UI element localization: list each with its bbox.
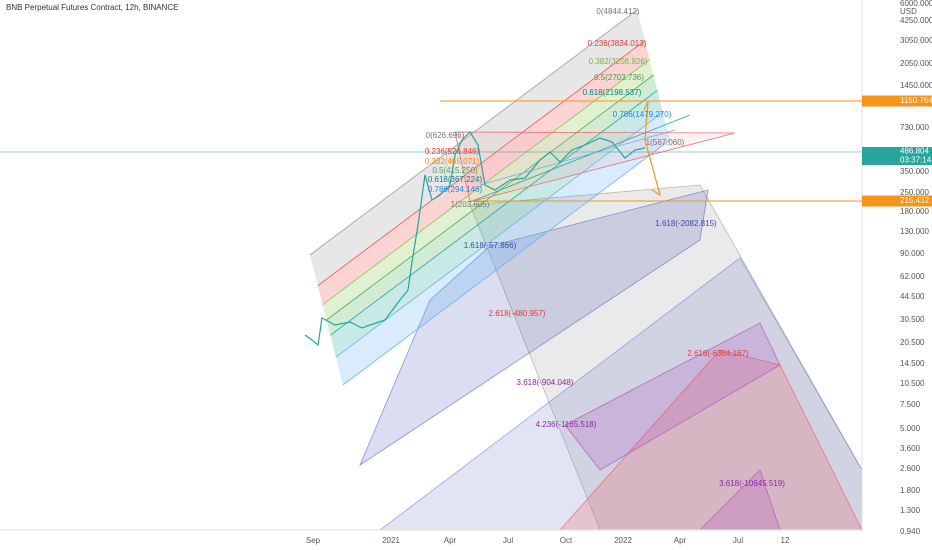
price-tag-text: 486.804 <box>900 147 929 156</box>
fib-label: 1(567.060) <box>646 138 685 147</box>
time-label: Sep <box>306 536 321 545</box>
price-tag-text: 03:37:14 <box>900 156 932 165</box>
fib-label: 0(4844.412) <box>596 7 639 16</box>
price-tag <box>862 147 932 165</box>
fib-level <box>322 59 650 305</box>
fib-label: 3.618(-904.048) <box>517 378 574 387</box>
fib-level <box>469 114 691 203</box>
fib-label: 0.5(2703.736) <box>594 73 644 82</box>
fib-label: 2.618(-480.957) <box>489 309 546 318</box>
fib-level <box>330 90 658 336</box>
price-label: 6000.000 <box>900 0 932 8</box>
price-label: 44.500 <box>900 292 925 301</box>
price-label: 3050.000 <box>900 36 932 45</box>
fib-label: 0(626.696) <box>426 131 465 140</box>
price-label: 14.500 <box>900 359 925 368</box>
price-label: 1.800 <box>900 486 921 495</box>
price-label: 250.000 <box>900 188 929 197</box>
time-label: Apr <box>444 536 457 545</box>
fib-level <box>326 74 654 321</box>
fib-band <box>310 10 645 286</box>
time-label: 2022 <box>614 536 632 545</box>
fib-band <box>326 75 658 336</box>
price-label: 350.000 <box>900 167 929 176</box>
price-label: 1450.000 <box>900 81 932 90</box>
price-label: 5.000 <box>900 424 921 433</box>
arrow <box>643 101 649 141</box>
time-label: 2021 <box>382 536 400 545</box>
price-label: 62.000 <box>900 272 925 281</box>
fib-band <box>317 40 650 305</box>
arrow <box>644 139 661 197</box>
price-label: 4250.000 <box>900 16 932 25</box>
time-label: Apr <box>674 536 687 545</box>
fib-label: 3.618(-10645.519) <box>719 479 785 488</box>
fib-band <box>322 59 654 320</box>
fib-label: 0.382(465.071) <box>425 157 480 166</box>
price-label: 3.600 <box>900 444 921 453</box>
chart-title: BNB Perpetual Futures Contract, 12h, BIN… <box>6 3 179 12</box>
fib-band <box>335 112 670 386</box>
fib-label: 0.236(526.846) <box>425 147 480 156</box>
price-tag-text: 1150.764 <box>900 96 932 105</box>
drawings <box>309 9 863 531</box>
currency: USD <box>900 7 917 16</box>
fib-label: 0.618(367.224) <box>428 175 483 184</box>
time-label: 12 <box>781 536 790 545</box>
fib-region <box>359 189 709 467</box>
price-label: 2050.000 <box>900 59 932 68</box>
price-label: 20.500 <box>900 338 925 347</box>
fib-region <box>564 322 781 471</box>
price-label: 1.300 <box>900 506 921 515</box>
fib-label: 0.786(1479.270) <box>613 110 672 119</box>
fib-label: 0.5(415.250) <box>432 166 478 175</box>
price-label: 180.000 <box>900 207 929 216</box>
fib-channel <box>454 131 736 203</box>
fib-level <box>479 129 676 186</box>
fib-label: 1.618(-2082.815) <box>655 219 717 228</box>
fib-label: 4.236(-1165.518) <box>536 420 597 429</box>
price-tag <box>862 195 932 207</box>
fib-label: 0.786(294.146) <box>428 185 483 194</box>
price-label: 90.000 <box>900 249 925 258</box>
price-tag <box>862 95 932 107</box>
fib-level <box>309 9 638 256</box>
fib-label: 0.618(2198.537) <box>583 88 642 97</box>
fib-label: 1(203.605) <box>451 200 490 209</box>
fib-label: 1.618(-57.866) <box>464 241 517 250</box>
time-label: Jul <box>733 536 743 545</box>
price-label: 730.000 <box>900 123 929 132</box>
time-label: Jul <box>503 536 513 545</box>
fib-label: 0.382(3208.926) <box>589 57 648 66</box>
price-label: 130.000 <box>900 227 929 236</box>
fib-level <box>342 139 671 386</box>
fib-level <box>335 111 664 358</box>
price-label: 30.500 <box>900 315 925 324</box>
price-tag-text: 215.432 <box>900 196 929 205</box>
price-line <box>304 131 646 347</box>
fib-label: 0.236(3834.013) <box>588 39 647 48</box>
price-label: 10.500 <box>900 379 925 388</box>
fib-label: 2.618(-6364.167) <box>687 349 749 358</box>
price-label: 0.940 <box>900 527 921 536</box>
price-label: 2.600 <box>900 464 921 473</box>
price-label: 7.500 <box>900 400 921 409</box>
time-label: Oct <box>560 536 573 545</box>
